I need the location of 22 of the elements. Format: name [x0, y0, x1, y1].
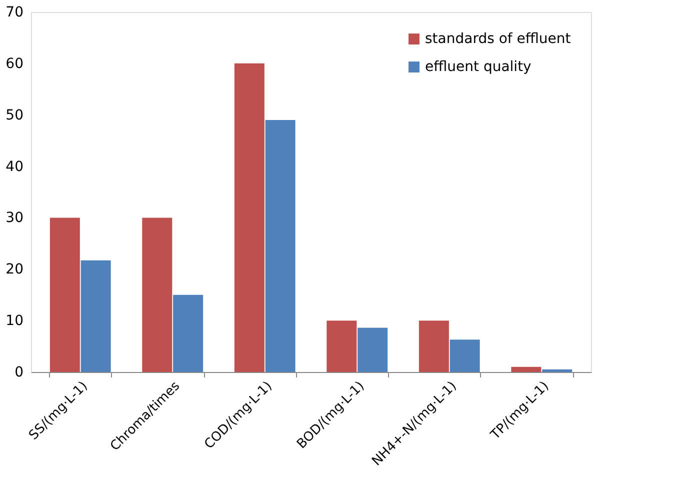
bar — [142, 218, 172, 372]
legend-label: effluent quality — [425, 59, 532, 75]
bar — [265, 120, 296, 372]
bar — [50, 218, 80, 372]
bar — [173, 294, 204, 372]
bar — [80, 260, 111, 372]
bar — [511, 366, 542, 372]
legend-label: standards of effluent — [425, 31, 572, 47]
bar — [542, 369, 572, 372]
y-tick-label: 0 — [14, 364, 24, 380]
bar — [418, 320, 449, 372]
bar — [326, 320, 357, 372]
y-tick-label: 70 — [6, 4, 24, 20]
y-tick-label: 30 — [6, 210, 24, 226]
bar — [234, 63, 264, 372]
y-tick-label: 50 — [6, 107, 24, 124]
y-tick-label: 40 — [6, 158, 24, 175]
y-tick-label: 10 — [6, 313, 24, 330]
y-tick-label: 20 — [6, 262, 24, 278]
y-tick-label: 60 — [6, 56, 24, 72]
bar — [358, 328, 388, 372]
bar — [450, 340, 480, 372]
